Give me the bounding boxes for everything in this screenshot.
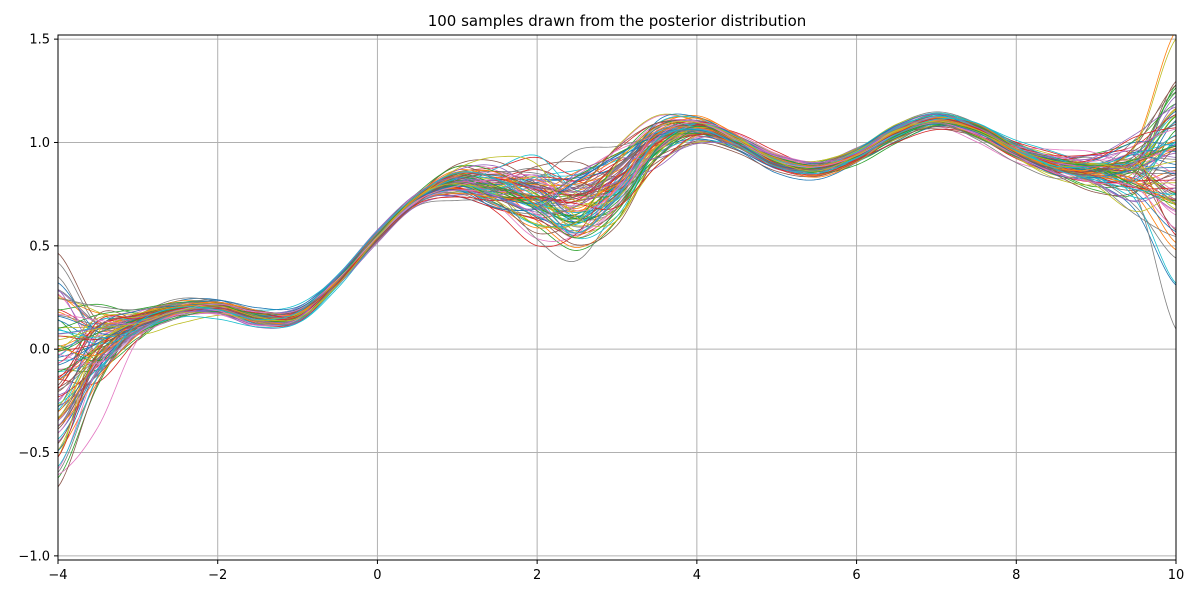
chart-title: 100 samples drawn from the posterior dis…	[428, 12, 807, 30]
x-tick-label: 8	[1012, 568, 1020, 583]
plot-area	[58, 35, 1176, 488]
x-tick-label: 2	[533, 568, 541, 583]
sample-line	[58, 103, 1176, 335]
axis-ticks: −4 −2 0 2 4 6 8 10 −1.0 −0.5 0.0 0.5 1.0 1.5	[18, 33, 1184, 583]
sample-line	[58, 113, 1176, 325]
sample-line	[58, 123, 1176, 366]
sample-line	[58, 120, 1176, 325]
x-tick-label: 4	[693, 568, 701, 583]
x-tick-label: −4	[48, 568, 67, 583]
y-tick-label: 0.0	[29, 343, 50, 358]
sample-line	[58, 118, 1176, 468]
sample-line	[58, 122, 1176, 353]
x-tick-label: 6	[852, 568, 860, 583]
x-tick-label: 0	[373, 568, 381, 583]
y-tick-label: −1.0	[18, 549, 50, 564]
sample-line	[58, 121, 1176, 407]
x-tick-label: 10	[1168, 568, 1185, 583]
y-tick-label: −0.5	[18, 446, 50, 461]
plot-background	[58, 35, 1176, 560]
y-tick-label: 1.0	[29, 136, 50, 151]
y-tick-label: 1.5	[29, 33, 50, 48]
sample-line	[58, 116, 1176, 345]
sample-lines	[58, 35, 1176, 488]
x-tick-label: −2	[208, 568, 227, 583]
sample-line	[58, 120, 1176, 341]
axes-frame	[57, 34, 1177, 561]
y-tick-label: 0.5	[29, 239, 50, 254]
